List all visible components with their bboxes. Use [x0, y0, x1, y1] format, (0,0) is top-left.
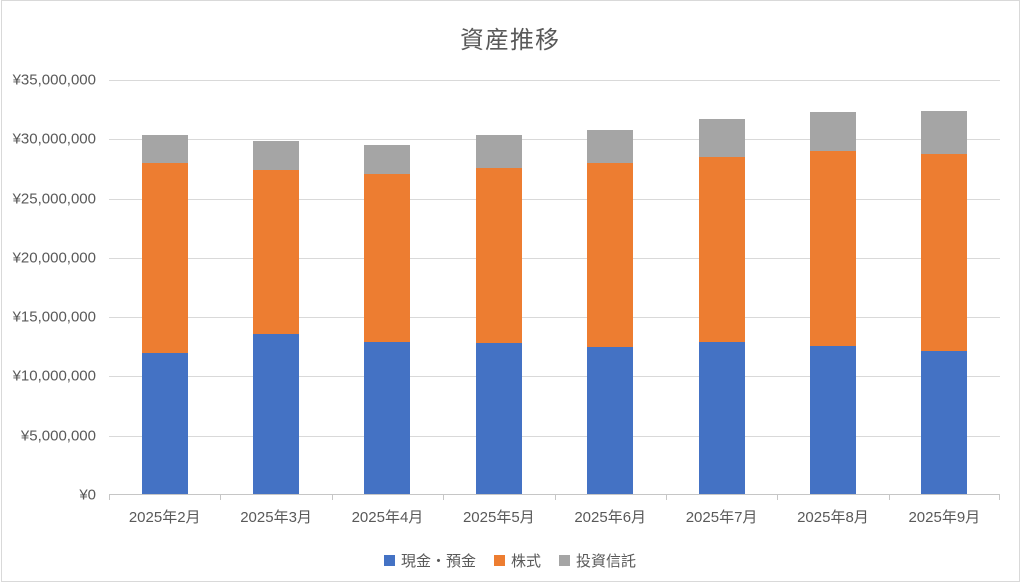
bar-segment-cash [587, 346, 634, 494]
x-tick-label: 2025年4月 [351, 508, 424, 526]
bar-column [666, 80, 777, 494]
x-axis-tick [331, 495, 333, 500]
stacked-bar [364, 145, 411, 494]
bar-segment-funds [921, 111, 968, 154]
legend-label-cash: 現金・預金 [400, 553, 476, 570]
x-axis-tick [443, 495, 445, 500]
x-tick-label: 2025年3月 [240, 508, 312, 526]
y-tick-label: ¥25,000,000 [12, 190, 96, 208]
y-axis-labels: ¥35,000,000 ¥30,000,000 ¥25,000,000 ¥20,000… [0, 72, 96, 504]
chart-legend: 現金・預金 株式 投資信託 [0, 550, 1020, 571]
bar-segment-funds [809, 112, 856, 152]
gridline [109, 139, 1000, 141]
bar-segment-cash [809, 345, 856, 494]
bar-column [777, 80, 888, 494]
x-axis-tick [109, 495, 110, 500]
gridline [109, 376, 1000, 378]
bar-segment-cash [253, 333, 300, 494]
bar-segment-stocks [253, 170, 300, 334]
stacked-bar [698, 119, 745, 494]
y-tick-label: ¥30,000,000 [12, 130, 96, 148]
y-tick-label: ¥5,000,000 [20, 427, 96, 445]
legend-item-funds: 投資信託 [559, 550, 636, 571]
legend-marker-funds [559, 555, 570, 566]
x-axis-tick [554, 495, 556, 500]
gridline [109, 257, 1000, 259]
plot-area [109, 80, 1000, 495]
x-tick-label: 2025年5月 [462, 508, 535, 526]
y-tick-label: ¥20,000,000 [12, 249, 96, 267]
legend-marker-stocks [493, 555, 505, 566]
bar-segment-funds [364, 145, 411, 174]
stacked-bar [809, 112, 856, 494]
y-tick-label: ¥35,000,000 [12, 71, 96, 89]
stacked-bar [587, 130, 634, 494]
legend-label-funds: 投資信託 [576, 553, 637, 570]
bar-segment-cash [698, 342, 745, 494]
legend-item-cash: 現金・預金 [383, 550, 476, 571]
y-tick-label: ¥0 [79, 486, 96, 504]
legend-label-stocks: 株式 [510, 553, 541, 570]
chart-title: 資産推移 [460, 27, 560, 54]
bar-segment-funds [475, 134, 522, 168]
stacked-bar [141, 134, 188, 494]
bar-segment-cash [141, 352, 188, 494]
x-tick-label: 2025年9月 [908, 508, 981, 526]
legend-item-stocks: 株式 [493, 550, 541, 571]
x-tick-label: 2025年6月 [574, 508, 647, 526]
x-tick-label: 2025年2月 [128, 508, 201, 526]
x-axis-tick [888, 495, 890, 500]
x-axis-tick [220, 495, 222, 500]
stacked-bar [921, 111, 968, 494]
x-tick-label: 2025年8月 [797, 508, 869, 526]
x-axis-tick [665, 495, 667, 500]
stacked-bar [253, 140, 300, 494]
y-tick-label: ¥15,000,000 [12, 308, 96, 326]
x-axis-tick [999, 495, 1000, 500]
bar-segment-stocks [475, 167, 522, 344]
x-axis-tick [777, 495, 779, 500]
x-tick-label: 2025年7月 [685, 508, 758, 526]
legend-marker-cash [383, 555, 395, 566]
bar-column [332, 80, 443, 494]
gridline [109, 317, 1000, 319]
gridline [109, 198, 1000, 200]
bar-segment-stocks [921, 153, 968, 351]
bar-column [555, 80, 666, 494]
bar-segment-funds [587, 130, 634, 164]
bar-column [220, 80, 331, 494]
bar-segment-funds [253, 140, 300, 171]
bar-segment-stocks [698, 157, 745, 343]
bar-column [443, 80, 554, 494]
gridline [109, 435, 1000, 437]
bar-column [109, 80, 220, 494]
bar-segment-funds [141, 134, 188, 164]
bar-segment-cash [364, 342, 411, 494]
bar-segment-stocks [141, 163, 188, 353]
gridline [109, 80, 1000, 81]
bar-segment-cash [475, 343, 522, 494]
bar-segment-stocks [364, 173, 411, 343]
bar-column [889, 80, 1000, 494]
x-axis-ticks [109, 495, 1000, 501]
bar-segment-stocks [809, 151, 856, 346]
bar-segment-stocks [587, 163, 634, 347]
x-axis-labels: 2025年2月 2025年3月 2025年4月 2025年5月 2025年6月 2025年… [109, 505, 1000, 527]
stacked-bar [475, 134, 522, 494]
bar-segment-cash [921, 350, 968, 494]
bar-segment-funds [698, 119, 745, 158]
y-tick-label: ¥10,000,000 [12, 367, 96, 385]
